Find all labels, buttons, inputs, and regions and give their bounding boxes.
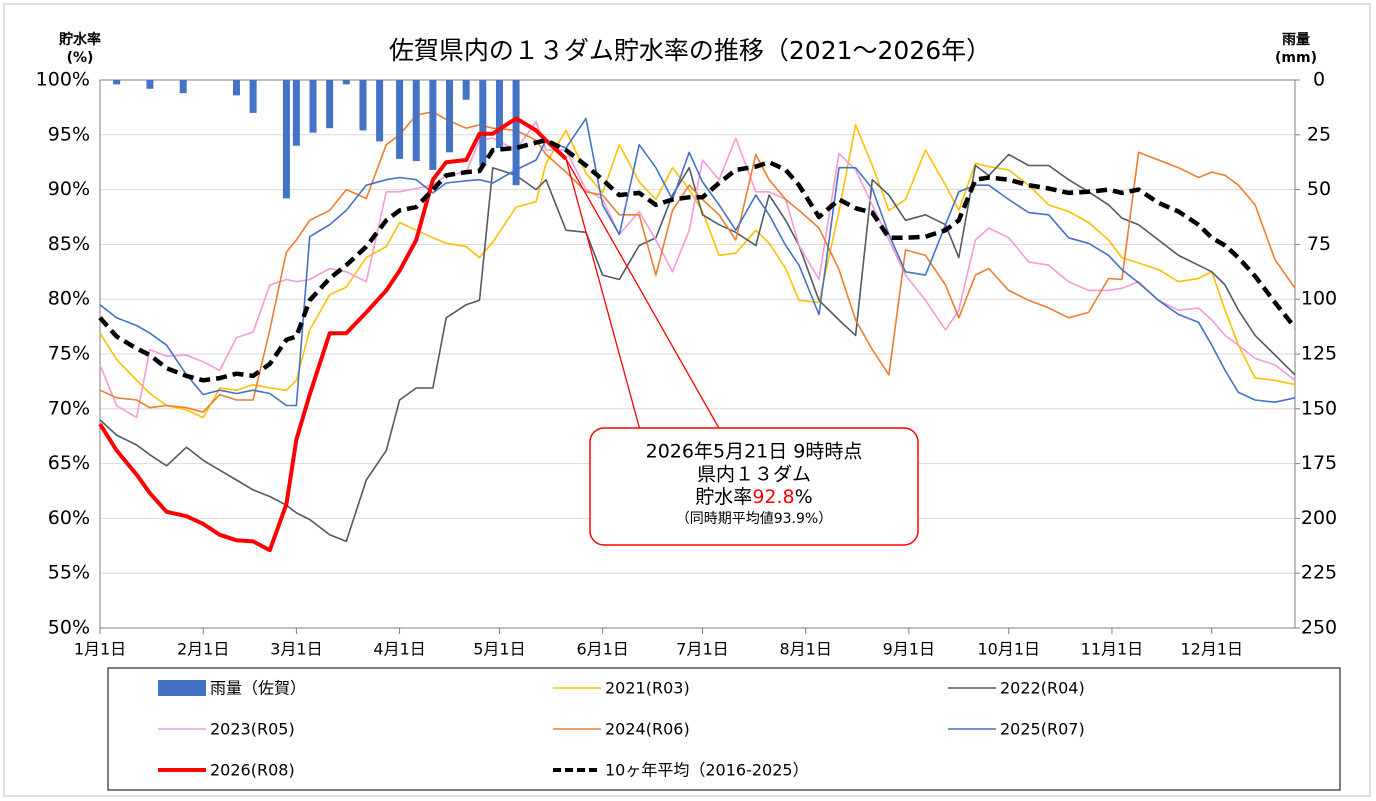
y2-tick-label: 75 bbox=[1307, 233, 1331, 255]
rain-bar bbox=[113, 80, 121, 85]
callout-label: 県内１３ダム bbox=[697, 464, 811, 486]
rain-bar bbox=[396, 80, 404, 159]
x-tick-label: 2月1日 bbox=[177, 640, 229, 659]
y2-tick-label: 200 bbox=[1301, 507, 1337, 529]
y2-tick-label: 50 bbox=[1307, 178, 1331, 200]
y2-tick-label: 125 bbox=[1301, 343, 1337, 365]
legend-label: 2024(R06) bbox=[605, 720, 690, 739]
rain-bar bbox=[479, 80, 487, 166]
callout-rate-unit: % bbox=[795, 486, 813, 508]
y-tick-label: 55% bbox=[48, 562, 90, 584]
legend-label: 2026(R08) bbox=[210, 761, 295, 780]
y2-axis-label: (mm) bbox=[1275, 50, 1317, 66]
legend-label: 雨量（佐賀） bbox=[210, 679, 306, 698]
callout-date: 2026年5月21日 9時時点 bbox=[646, 441, 863, 463]
rain-bar bbox=[292, 80, 300, 146]
series-line bbox=[99, 153, 1296, 543]
legend-label: 2025(R07) bbox=[1000, 720, 1085, 739]
rain-bar bbox=[359, 80, 367, 131]
y2-tick-label: 225 bbox=[1301, 562, 1337, 584]
series-line bbox=[99, 117, 1296, 407]
callout-rate-value: 92.8 bbox=[752, 486, 794, 508]
rain-bar bbox=[232, 80, 240, 96]
legend-label: 2021(R03) bbox=[605, 679, 690, 698]
series-line bbox=[99, 120, 1296, 419]
series-line bbox=[99, 124, 1296, 419]
y-tick-label: 95% bbox=[48, 123, 90, 145]
legend-label: 10ヶ年平均（2016-2025） bbox=[605, 761, 809, 780]
rain-bar bbox=[282, 80, 290, 199]
rain-bar bbox=[376, 80, 384, 142]
legend-frame bbox=[107, 667, 1341, 791]
x-tick-label: 4月1日 bbox=[373, 640, 425, 659]
y2-tick-label: 100 bbox=[1301, 288, 1337, 310]
y-tick-label: 65% bbox=[48, 452, 90, 474]
callout-rate-label: 貯水率 bbox=[695, 486, 752, 508]
y2-axis-label: 雨量 bbox=[1282, 32, 1310, 48]
y-tick-label: 75% bbox=[48, 343, 90, 365]
rain-bar bbox=[146, 80, 154, 89]
y-axis-label: (%) bbox=[67, 50, 94, 66]
y2-tick-label: 150 bbox=[1301, 397, 1337, 419]
y2-tick-label: 25 bbox=[1307, 123, 1331, 145]
y2-tick-label: 250 bbox=[1301, 617, 1337, 639]
x-tick-label: 3月1日 bbox=[270, 640, 322, 659]
y-tick-label: 70% bbox=[48, 397, 90, 419]
rain-bar bbox=[309, 80, 317, 133]
rain-bar bbox=[429, 80, 437, 170]
rain-bar bbox=[342, 80, 350, 85]
series-line bbox=[98, 116, 568, 553]
x-tick-label: 5月1日 bbox=[473, 640, 525, 659]
legend-label: 2022(R04) bbox=[1000, 679, 1085, 698]
x-tick-label: 8月1日 bbox=[779, 640, 831, 659]
chart-frame bbox=[3, 3, 1371, 797]
rain-bar bbox=[446, 80, 454, 153]
y-tick-label: 60% bbox=[48, 507, 90, 529]
rain-bar bbox=[249, 80, 257, 113]
x-tick-label: 11月1日 bbox=[1081, 640, 1144, 659]
rain-bar bbox=[412, 80, 420, 162]
legend-label: 2023(R05) bbox=[210, 720, 295, 739]
y-tick-label: 100% bbox=[36, 69, 90, 91]
callout-pointer bbox=[565, 158, 721, 431]
callout-pointer bbox=[565, 158, 641, 431]
y-tick-label: 80% bbox=[48, 288, 90, 310]
rain-bar bbox=[495, 80, 503, 148]
rain-bar bbox=[512, 80, 520, 186]
y-tick-label: 90% bbox=[48, 178, 90, 200]
chart-title: 佐賀県内の１３ダム貯水率の推移（2021～2026年） bbox=[389, 36, 991, 65]
x-tick-label: 12月1日 bbox=[1181, 640, 1244, 659]
callout-rate: 貯水率92.8% bbox=[695, 486, 812, 508]
x-tick-label: 9月1日 bbox=[883, 640, 935, 659]
x-tick-label: 10月1日 bbox=[977, 640, 1040, 659]
rain-bar bbox=[326, 80, 334, 129]
y2-tick-label: 175 bbox=[1301, 452, 1337, 474]
y-tick-label: 50% bbox=[48, 617, 90, 639]
series-line bbox=[99, 111, 1296, 413]
series-line bbox=[98, 138, 1297, 383]
callout-note: （同時期平均値93.9%） bbox=[676, 511, 832, 527]
rain-bar bbox=[462, 80, 470, 100]
callout-box bbox=[589, 427, 919, 546]
x-tick-label: 7月1日 bbox=[676, 640, 728, 659]
plot-frame bbox=[99, 79, 1296, 629]
y-axis-label: 貯水率 bbox=[59, 31, 101, 48]
legend-swatch bbox=[158, 680, 206, 696]
x-tick-label: 1月1日 bbox=[74, 640, 126, 659]
y2-tick-label: 0 bbox=[1313, 69, 1325, 91]
y-tick-label: 85% bbox=[48, 233, 90, 255]
x-tick-label: 6月1日 bbox=[576, 640, 628, 659]
rain-bar bbox=[179, 80, 187, 94]
